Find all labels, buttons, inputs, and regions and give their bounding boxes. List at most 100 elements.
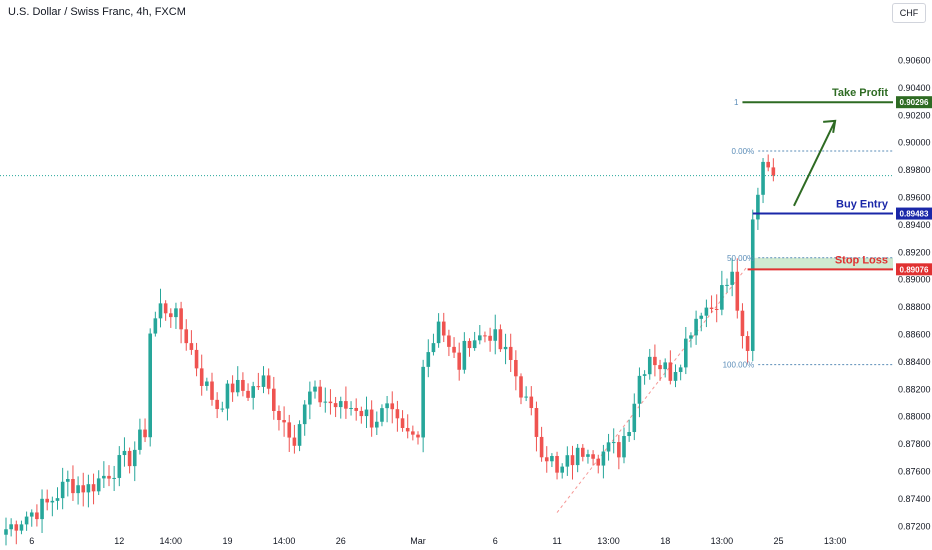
candle	[81, 485, 86, 493]
candle	[359, 410, 364, 417]
candle	[534, 408, 539, 437]
candle	[179, 308, 183, 330]
candle	[498, 329, 503, 350]
candle	[761, 161, 765, 195]
candle	[704, 307, 709, 316]
candle	[591, 454, 595, 459]
candle	[225, 383, 230, 409]
stop-loss-label: Stop Loss	[835, 254, 888, 266]
candle	[653, 356, 657, 366]
candle	[19, 524, 24, 531]
candle	[611, 442, 616, 444]
x-tick-label: 13:00	[824, 536, 847, 546]
candle	[230, 383, 235, 393]
candle	[555, 456, 559, 473]
candle	[112, 477, 116, 479]
y-tick-label: 0.90400	[898, 83, 931, 93]
y-tick-label: 0.89800	[898, 165, 931, 175]
candle	[678, 367, 683, 373]
candle	[627, 432, 631, 437]
candle	[447, 335, 451, 347]
candle	[550, 456, 554, 462]
candle	[421, 366, 425, 438]
candle	[390, 403, 395, 410]
candle	[71, 479, 75, 494]
candle	[714, 308, 719, 310]
candle	[132, 449, 137, 467]
candle	[251, 386, 255, 398]
candle	[740, 310, 745, 337]
candle	[756, 194, 760, 220]
x-tick-label: Mar	[410, 536, 426, 546]
y-tick-label: 0.88000	[898, 412, 931, 422]
candle	[292, 437, 297, 446]
candle	[199, 368, 204, 386]
candle	[745, 336, 750, 351]
candle	[539, 436, 544, 458]
fib-level-label: 100.00%	[723, 361, 755, 370]
candle	[127, 450, 132, 467]
candle	[478, 335, 482, 341]
candle	[647, 356, 652, 375]
candle	[565, 455, 570, 467]
candle	[472, 340, 477, 349]
currency-button[interactable]: CHF	[892, 3, 926, 23]
candle	[570, 455, 575, 466]
candle	[380, 408, 384, 422]
candle	[220, 408, 225, 410]
candle	[349, 407, 353, 409]
x-tick-label: 13:00	[597, 536, 620, 546]
y-tick-label: 0.88800	[898, 302, 931, 312]
buy-entry-price-label: 0.89483	[900, 210, 929, 219]
candle	[333, 403, 338, 408]
candle	[45, 498, 49, 503]
candle	[673, 372, 678, 381]
fib-level-label: 0.00%	[732, 147, 755, 156]
x-tick-label: 14:00	[273, 536, 296, 546]
candle	[560, 466, 564, 473]
candle	[668, 362, 673, 381]
candle	[694, 318, 698, 336]
candle	[457, 352, 461, 370]
chart-title: U.S. Dollar / Swiss Franc, 4h, FXCM	[8, 6, 186, 18]
candle	[323, 401, 328, 403]
candle	[637, 375, 642, 404]
fib-level-label: 50.00%	[727, 254, 754, 263]
candle	[40, 498, 44, 520]
y-tick-label: 0.87200	[898, 521, 931, 531]
x-tick-label: 13:00	[711, 536, 734, 546]
candle	[699, 315, 704, 319]
candle	[86, 484, 91, 493]
candle	[431, 343, 436, 353]
y-tick-label: 0.90000	[898, 138, 931, 148]
candle	[725, 284, 729, 286]
candle	[338, 401, 343, 408]
candle	[241, 379, 245, 391]
candle	[364, 409, 369, 417]
candle	[720, 285, 724, 310]
candle	[405, 427, 410, 432]
x-tick-label: 18	[660, 536, 670, 546]
candle	[148, 333, 152, 438]
candle	[91, 484, 96, 492]
candle	[426, 352, 431, 367]
y-tick-label: 0.88200	[898, 384, 931, 394]
candle	[313, 386, 317, 392]
candle	[194, 349, 199, 369]
candle	[488, 335, 492, 341]
candle	[302, 404, 307, 425]
candle	[436, 321, 441, 344]
x-tick-label: 12	[114, 536, 124, 546]
take-profit-price-tag	[896, 96, 932, 109]
candle	[215, 399, 219, 410]
candle	[297, 424, 302, 446]
candle	[452, 346, 456, 353]
candle	[519, 376, 523, 398]
candle	[261, 375, 266, 387]
candle	[544, 457, 549, 462]
candle	[344, 401, 348, 409]
candle	[24, 516, 29, 525]
candle	[153, 318, 158, 334]
candle	[709, 307, 714, 309]
